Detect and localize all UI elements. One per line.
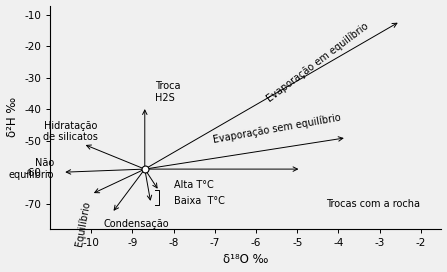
Text: Equilíbrio: Equilíbrio (74, 200, 92, 247)
Text: Baixa  T°C: Baixa T°C (173, 196, 224, 206)
Text: Alta T°C: Alta T°C (173, 180, 213, 190)
Text: Troca
H2S: Troca H2S (155, 81, 181, 103)
X-axis label: δ¹⁸O ‰: δ¹⁸O ‰ (223, 254, 268, 267)
Text: Não
equílibrio: Não equílibrio (8, 158, 54, 180)
Text: Hidratação
de silicatos: Hidratação de silicatos (43, 120, 98, 142)
Text: Evaporação em equilíbrio: Evaporação em equilíbrio (265, 20, 371, 104)
Text: Evaporação sem equilíbrio: Evaporação sem equilíbrio (212, 112, 342, 145)
Text: Condensação: Condensação (104, 220, 169, 229)
Text: Trocas com a rocha: Trocas com a rocha (326, 199, 420, 209)
Y-axis label: δ²H ‰: δ²H ‰ (5, 97, 19, 137)
